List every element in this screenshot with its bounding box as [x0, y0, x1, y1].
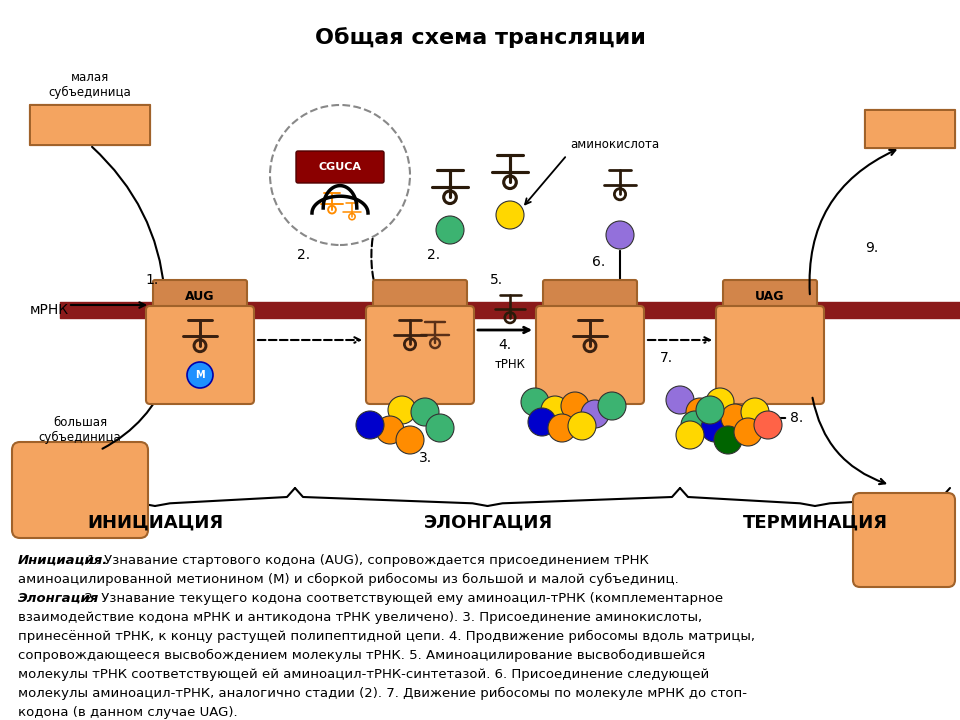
Circle shape — [696, 396, 724, 424]
Text: Элонгация: Элонгация — [18, 592, 99, 605]
Circle shape — [436, 216, 464, 244]
Circle shape — [666, 386, 694, 414]
FancyBboxPatch shape — [716, 306, 824, 404]
Text: аминоацилированной метионином (М) и сборкой рибосомы из большой и малой субъедин: аминоацилированной метионином (М) и сбор… — [18, 573, 679, 586]
Text: ТЕРМИНАЦИЯ: ТЕРМИНАЦИЯ — [742, 514, 887, 532]
Text: 8.: 8. — [790, 411, 804, 425]
Text: аминокислота: аминокислота — [570, 138, 660, 151]
Circle shape — [598, 392, 626, 420]
FancyBboxPatch shape — [296, 151, 384, 183]
Circle shape — [496, 201, 524, 229]
Text: 4.: 4. — [498, 338, 512, 352]
Circle shape — [568, 412, 596, 440]
Text: UAG: UAG — [756, 289, 784, 302]
FancyBboxPatch shape — [366, 306, 474, 404]
Text: кодона (в данном случае UAG).: кодона (в данном случае UAG). — [18, 706, 238, 719]
Circle shape — [701, 414, 729, 442]
Text: принесённой тРНК, к концу растущей полипептидной цепи. 4. Продвижение рибосомы в: принесённой тРНК, к концу растущей полип… — [18, 630, 755, 643]
Circle shape — [681, 411, 709, 439]
Text: 1.: 1. — [145, 273, 158, 287]
Text: мРНК: мРНК — [30, 303, 69, 317]
Text: большая
субъединица: большая субъединица — [38, 416, 121, 444]
Text: AUG: AUG — [185, 289, 215, 302]
Text: 6.: 6. — [591, 255, 605, 269]
Text: . 2. Узнавание текущего кодона соответствующей ему аминоацил-тРНК (комплементарн: . 2. Узнавание текущего кодона соответст… — [77, 592, 724, 605]
Text: 2.: 2. — [297, 248, 310, 262]
Circle shape — [606, 221, 634, 249]
Text: Общая схема трансляции: Общая схема трансляции — [315, 27, 645, 48]
FancyBboxPatch shape — [865, 110, 955, 148]
Text: 2.: 2. — [427, 248, 440, 262]
Text: взаимодействие кодона мРНК и антикодона тРНК увеличено). 3. Присоединение аминок: взаимодействие кодона мРНК и антикодона … — [18, 611, 702, 624]
Circle shape — [676, 421, 704, 449]
FancyBboxPatch shape — [536, 306, 644, 404]
Text: 5.: 5. — [490, 273, 503, 287]
FancyBboxPatch shape — [153, 280, 247, 312]
Text: малая
субъединица: малая субъединица — [49, 71, 132, 99]
Circle shape — [721, 404, 749, 432]
Text: CGUCA: CGUCA — [319, 162, 362, 172]
Circle shape — [396, 426, 424, 454]
Circle shape — [581, 400, 609, 428]
FancyBboxPatch shape — [30, 105, 150, 145]
FancyBboxPatch shape — [723, 280, 817, 312]
Circle shape — [706, 388, 734, 416]
Text: 1. Узнавание стартового кодона (AUG), сопровождается присоединением тРНК: 1. Узнавание стартового кодона (AUG), со… — [83, 554, 649, 567]
FancyBboxPatch shape — [146, 306, 254, 404]
FancyBboxPatch shape — [12, 442, 148, 538]
Circle shape — [376, 416, 404, 444]
Circle shape — [187, 362, 213, 388]
Text: M: M — [195, 370, 204, 380]
Text: молекулы тРНК соответствующей ей аминоацил-тРНК-синтетазой. 6. Присоединение сле: молекулы тРНК соответствующей ей аминоац… — [18, 668, 709, 681]
Circle shape — [388, 396, 416, 424]
Text: 7.: 7. — [660, 351, 673, 365]
FancyBboxPatch shape — [373, 280, 467, 312]
Circle shape — [548, 414, 576, 442]
Text: сопровождающееся высвобождением молекулы тРНК. 5. Аминоацилирование высвободивше: сопровождающееся высвобождением молекулы… — [18, 649, 706, 662]
Circle shape — [270, 105, 410, 245]
Circle shape — [356, 411, 384, 439]
Circle shape — [754, 411, 782, 439]
Circle shape — [426, 414, 454, 442]
Circle shape — [528, 408, 556, 436]
FancyBboxPatch shape — [543, 280, 637, 312]
Circle shape — [521, 388, 549, 416]
Text: 3.: 3. — [419, 451, 432, 465]
Circle shape — [714, 426, 742, 454]
Text: тРНК: тРНК — [494, 359, 525, 372]
Circle shape — [686, 398, 714, 426]
Text: ЭЛОНГАЦИЯ: ЭЛОНГАЦИЯ — [423, 514, 553, 532]
Text: молекулы аминоацил-тРНК, аналогично стадии (2). 7. Движение рибосомы по молекуле: молекулы аминоацил-тРНК, аналогично стад… — [18, 687, 747, 700]
Text: 9.: 9. — [865, 241, 878, 255]
Circle shape — [561, 392, 589, 420]
Text: Инициация.: Инициация. — [18, 554, 108, 567]
Circle shape — [741, 398, 769, 426]
Circle shape — [734, 418, 762, 446]
Circle shape — [541, 396, 569, 424]
Text: ИНИЦИАЦИЯ: ИНИЦИАЦИЯ — [87, 514, 223, 532]
Circle shape — [411, 398, 439, 426]
FancyBboxPatch shape — [853, 493, 955, 587]
